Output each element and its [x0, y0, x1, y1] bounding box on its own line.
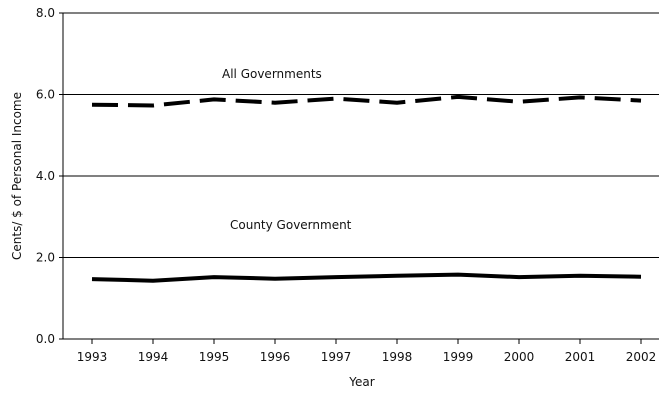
y-axis-ticks: 0.0 2.0 4.0 6.0 8.0: [36, 6, 55, 346]
x-tick-label: 1994: [138, 350, 169, 364]
y-tick-label: 8.0: [36, 6, 55, 20]
series-label-all-governments: All Governments: [222, 67, 322, 81]
x-tick-label: 2001: [565, 350, 596, 364]
y-tick-label: 4.0: [36, 169, 55, 183]
x-tick-label: 1997: [321, 350, 352, 364]
y-tick-label: 2.0: [36, 251, 55, 265]
series-labels: All Governments County Government: [222, 67, 352, 232]
x-tick-label: 1999: [443, 350, 474, 364]
x-axis-ticks: 1993 1994 1995 1996 1997 1998 1999 2000 2001 2002: [77, 339, 657, 364]
series-label-county-government: County Government: [230, 218, 352, 232]
series-line-all-governments: [91, 94, 642, 108]
y-tick-label: 6.0: [36, 88, 55, 102]
y-axis-title: Cents/ $ of Personal Income: [10, 92, 24, 260]
series-line-county-government: [91, 272, 642, 283]
x-tick-label: 2000: [504, 350, 535, 364]
x-tick-label: 1996: [260, 350, 291, 364]
x-tick-label: 1998: [382, 350, 413, 364]
series-lines: [91, 94, 642, 283]
x-tick-label: 1993: [77, 350, 108, 364]
y-tick-label: 0.0: [36, 332, 55, 346]
x-tick-label: 1995: [199, 350, 230, 364]
x-tick-label: 2002: [626, 350, 657, 364]
x-axis-title: Year: [348, 375, 374, 389]
gridlines: [59, 12, 659, 340]
